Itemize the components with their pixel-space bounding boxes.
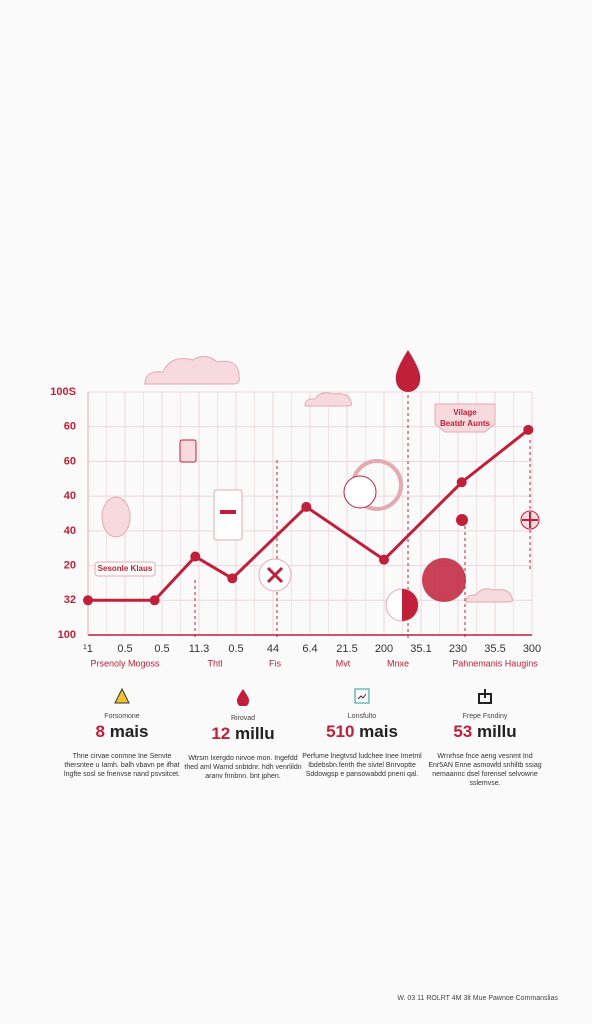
category-label: Pahnemanis Haugins	[452, 658, 538, 668]
stat-text: Thne cirvae conmne Ine Senvte thersntee …	[64, 753, 180, 778]
x-tick-label: 44	[267, 643, 279, 655]
y-tick-label: 100S	[50, 386, 76, 398]
flower-icon	[456, 514, 468, 526]
stat-number: 8	[95, 722, 105, 741]
pie-icon	[422, 558, 466, 602]
x-tick-label: 0.5	[117, 643, 132, 655]
stat-value: 53 millu	[425, 722, 545, 742]
x-tick-label: 35.1	[410, 643, 431, 655]
ball-half	[402, 589, 418, 621]
x-tick-label: 35.5	[484, 643, 505, 655]
annotation: Vilage	[453, 408, 477, 417]
y-tick-label: 60	[64, 421, 76, 433]
stat-label: Lonsfulto	[347, 713, 377, 720]
stat-card: Rirovad 12 millu Wtrsm Ixergdo nirvoe mo…	[183, 688, 303, 781]
stat-number: 12	[211, 724, 231, 743]
point	[227, 573, 238, 584]
stat-unit: millu	[476, 722, 517, 741]
x-tick-label: 21.5	[336, 643, 357, 655]
drop-icon	[395, 350, 421, 392]
x-tick-label: 0.5	[154, 643, 169, 655]
heart-icon	[343, 475, 377, 509]
cloud	[304, 392, 353, 407]
drop-icon	[236, 689, 250, 707]
plus-mark	[522, 512, 538, 528]
stat-number: 510	[326, 722, 355, 741]
stat-text: Wrnrhse fnce aeng vesnmt Ind Enr5AN Enne…	[428, 753, 542, 787]
chart-icon	[354, 688, 370, 704]
warning-icon	[114, 687, 130, 704]
stat-unit: mais	[359, 722, 398, 741]
y-tick-label: 32	[64, 594, 76, 606]
point	[149, 595, 160, 606]
box-icon	[478, 689, 492, 704]
tag-line	[220, 510, 236, 514]
x-tick-label: 200	[375, 643, 393, 655]
stat-value: 510 mais	[302, 722, 422, 742]
y-tick-label: 20	[64, 559, 76, 571]
annotation-box	[434, 403, 496, 433]
stat-label: Forsomone	[104, 713, 140, 720]
x-tick-label: 0.5	[228, 643, 243, 655]
bag-icon	[101, 496, 131, 538]
stat-value: 12 millu	[183, 724, 303, 744]
category-label: Prsenoly Mogoss	[90, 658, 160, 668]
point	[83, 595, 93, 606]
annotation: Sesonle Klaus	[98, 564, 153, 573]
stat-label: Frepe Fsndiny	[462, 713, 508, 720]
x-tick-label: ¹1	[83, 643, 93, 655]
category-label: Fis	[269, 658, 281, 668]
annotation: Beatdr Aunts	[440, 419, 490, 428]
x-tick-label: 11.3	[189, 643, 210, 655]
stat-card: Frepe Fsndiny 53 millu Wrnrhse fnce aeng…	[425, 688, 545, 788]
tag-icon	[213, 489, 243, 541]
category-label: Mvt	[336, 658, 351, 668]
x-mark	[266, 566, 284, 584]
point	[190, 551, 201, 562]
stat-text: Wtrsm Ixergdo nirvoe mon. Ingefdd thed a…	[184, 755, 302, 780]
point	[456, 477, 467, 488]
stat-value: 8 mais	[62, 722, 182, 742]
x-tick-label: 230	[449, 643, 467, 655]
line	[88, 428, 530, 602]
stat-unit: mais	[109, 722, 149, 741]
stat-card: Forsomone 8 mais Thne cirvae conmne Ine …	[62, 687, 182, 779]
category-label: Mnxe	[387, 658, 409, 668]
stat-text: Perfume lnegtvsd ludchee Inee Imetml Ibd…	[302, 753, 422, 778]
bottle-icon	[179, 439, 197, 463]
point	[301, 501, 312, 512]
stat-unit: millu	[234, 724, 275, 743]
cloud	[465, 588, 514, 603]
stat-card: Lonsfulto 510 mais Perfume lnegtvsd ludc…	[302, 688, 422, 779]
cloud	[144, 356, 240, 385]
y-tick-label: 100	[58, 629, 76, 641]
x-tick-label: 300	[523, 643, 541, 655]
category-label: Thtl	[207, 658, 222, 668]
y-tick-label: 40	[64, 490, 76, 502]
x-tick-label: 6.4	[302, 643, 317, 655]
stat-label: Rirovad	[230, 715, 256, 722]
annotation-box	[94, 561, 156, 577]
stat-number: 53	[453, 722, 473, 741]
y-tick-label: 60	[64, 455, 76, 467]
footer: W. 03 11 ROLRT 4M 3lt Mue Pawnoe Commans…	[397, 995, 558, 1002]
y-tick-label: 40	[64, 525, 76, 537]
point	[379, 554, 389, 565]
point	[523, 424, 534, 435]
